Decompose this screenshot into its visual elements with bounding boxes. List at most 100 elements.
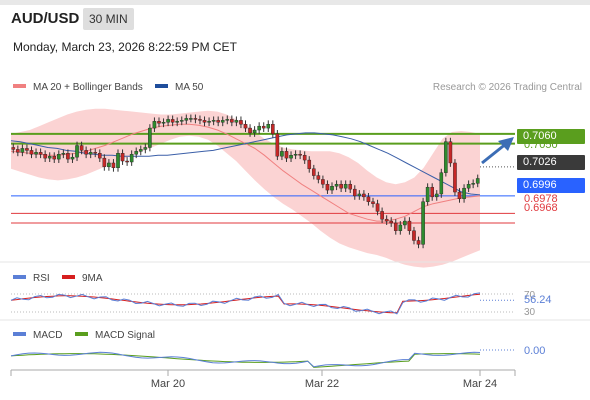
candle [125,157,129,166]
candle [307,156,312,173]
legend-label-ma20: MA 20 + Bollinger Bands [33,82,143,93]
date-time-label: Monday, March 23, 2026 8:22:59 PM CET [13,40,237,54]
candle [357,190,362,200]
candle [407,217,412,235]
candle [234,116,239,127]
candle-body-up [357,193,362,197]
candle-body-up [466,184,471,189]
credit-label: Research © 2026 Trading Central [433,82,582,93]
candle [161,118,166,128]
candle [352,185,357,200]
forecast-arrow-shaft [481,141,508,165]
candle [107,159,111,171]
candle [321,175,325,189]
candle [111,159,116,172]
candle [120,149,125,165]
candle-body-down [307,159,312,169]
candle-body-down [384,218,389,222]
candle [34,148,38,159]
candle [330,182,334,194]
candle-body-up [225,119,230,121]
top-border [0,0,590,5]
candle-body-up [293,154,298,156]
candle-body-down [193,118,198,120]
candle-body-up [462,187,466,200]
candle-body-down [284,151,289,159]
level-label-0-6968: 0.6968 [524,202,558,214]
candle [380,207,384,224]
x-axis-label-mar20: Mar 20 [151,378,185,390]
candle [102,154,107,171]
candle-body-down [380,211,384,220]
candle-body-down [448,141,453,164]
candle-body-down [170,119,175,123]
level-pill-0-7026: 0.7026 [517,155,585,170]
candle [466,180,471,193]
candle-body-down [430,186,434,198]
candle [70,153,75,163]
candle [143,143,148,154]
candle [393,219,398,235]
candle [216,116,220,127]
candle-body-up [166,119,170,123]
candle-body-up [47,155,52,159]
candle [175,117,179,127]
candle [453,159,457,196]
candle [11,143,16,154]
candle-body-up [88,152,93,155]
legend-label-9ma: 9MA [82,273,103,284]
candle [75,141,79,162]
timeframe-button[interactable]: 30 MIN [83,8,134,30]
candle-body-down [16,149,20,153]
candle [166,115,170,127]
candle-body-down [407,220,412,231]
candle-body-down [393,222,398,231]
candle-body-up [189,118,193,120]
candle-body-up [179,120,184,122]
candle [16,145,20,157]
candle-body-down [52,155,57,160]
candle-body-down [389,220,394,224]
candle-body-down [230,119,234,123]
rsi-line [10,292,481,315]
candle-body-down [239,120,243,125]
candle-body-down [97,153,102,159]
candle [230,115,234,127]
candle [61,149,66,159]
candle-body-up [152,121,157,129]
candle-body-up [434,193,439,198]
candle [47,152,52,162]
legend-label-macd: MACD [33,330,62,341]
candle-body-up [280,151,284,157]
candle [20,144,25,157]
candle [375,199,380,216]
candle-body-down [102,157,107,168]
candle [280,147,284,161]
candle-body-up [184,118,189,121]
candle [157,117,161,128]
candle [134,147,139,159]
candle [348,180,353,193]
candle [25,144,29,155]
candle [343,180,348,193]
candle [284,147,289,162]
candle-body-up [343,184,348,189]
price-plot-area [10,108,515,268]
candle [371,197,375,208]
candle-body-down [375,203,380,212]
candle-body-up [57,154,61,160]
candle-body-up [334,184,339,187]
rsi-level-70-label: 70 [524,290,536,301]
candle-body-up [425,186,430,202]
candle [202,116,207,127]
candle-body-up [289,155,293,159]
candle-body-down [198,119,202,121]
candle-body-up [252,129,257,134]
candle-body-down [120,153,125,162]
candle [220,116,225,127]
candle [334,180,339,191]
level-pill-0-7060: 0.7060 [517,129,585,144]
candle-body-down [202,120,207,123]
candle [448,137,453,167]
candle-body-down [111,162,116,169]
